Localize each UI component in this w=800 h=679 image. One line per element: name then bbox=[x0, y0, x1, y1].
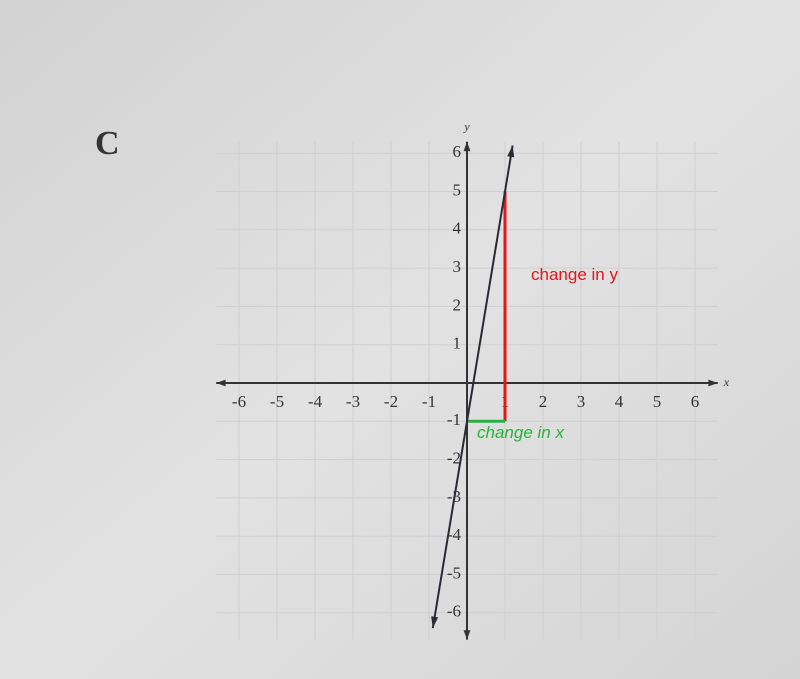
y-tick-label: 3 bbox=[453, 257, 462, 276]
y-tick-label: 5 bbox=[453, 180, 462, 199]
y-tick-label: 1 bbox=[453, 334, 462, 353]
line bbox=[431, 145, 514, 629]
y-tick-label: -6 bbox=[447, 602, 461, 621]
y-axis-label: y bbox=[463, 119, 470, 133]
x-tick-label: 5 bbox=[653, 392, 662, 411]
x-tick-label: -6 bbox=[232, 392, 246, 411]
y-tick-label: 2 bbox=[453, 295, 462, 314]
x-tick-label: -4 bbox=[308, 392, 323, 411]
annotation-label: change in y bbox=[531, 265, 618, 284]
x-tick-label: -3 bbox=[346, 392, 360, 411]
x-tick-label: 6 bbox=[691, 392, 700, 411]
y-tick-label: -1 bbox=[447, 410, 461, 429]
x-tick-label: -5 bbox=[270, 392, 284, 411]
annotation-label: change in x bbox=[477, 423, 564, 442]
arrow-head bbox=[216, 379, 226, 387]
x-tick-label: 2 bbox=[539, 392, 548, 411]
x-tick-label: -2 bbox=[384, 392, 398, 411]
y-tick-label: 4 bbox=[453, 219, 462, 238]
y-tick-label: -5 bbox=[447, 563, 461, 582]
figure-label: C bbox=[95, 125, 120, 162]
y-tick-label: -2 bbox=[447, 449, 461, 468]
y-tick-label: 6 bbox=[453, 142, 462, 161]
arrow-head bbox=[463, 630, 471, 640]
x-tick-label: 3 bbox=[577, 392, 586, 411]
y-tick-label: -4 bbox=[447, 525, 462, 544]
arrow-head bbox=[507, 145, 515, 158]
x-axis-label: x bbox=[723, 375, 730, 389]
x-tick-label: 4 bbox=[615, 392, 624, 411]
arrow-head bbox=[431, 616, 439, 629]
arrow-head bbox=[463, 141, 471, 152]
arrow-head bbox=[708, 379, 718, 387]
x-tick-label: -1 bbox=[422, 392, 436, 411]
